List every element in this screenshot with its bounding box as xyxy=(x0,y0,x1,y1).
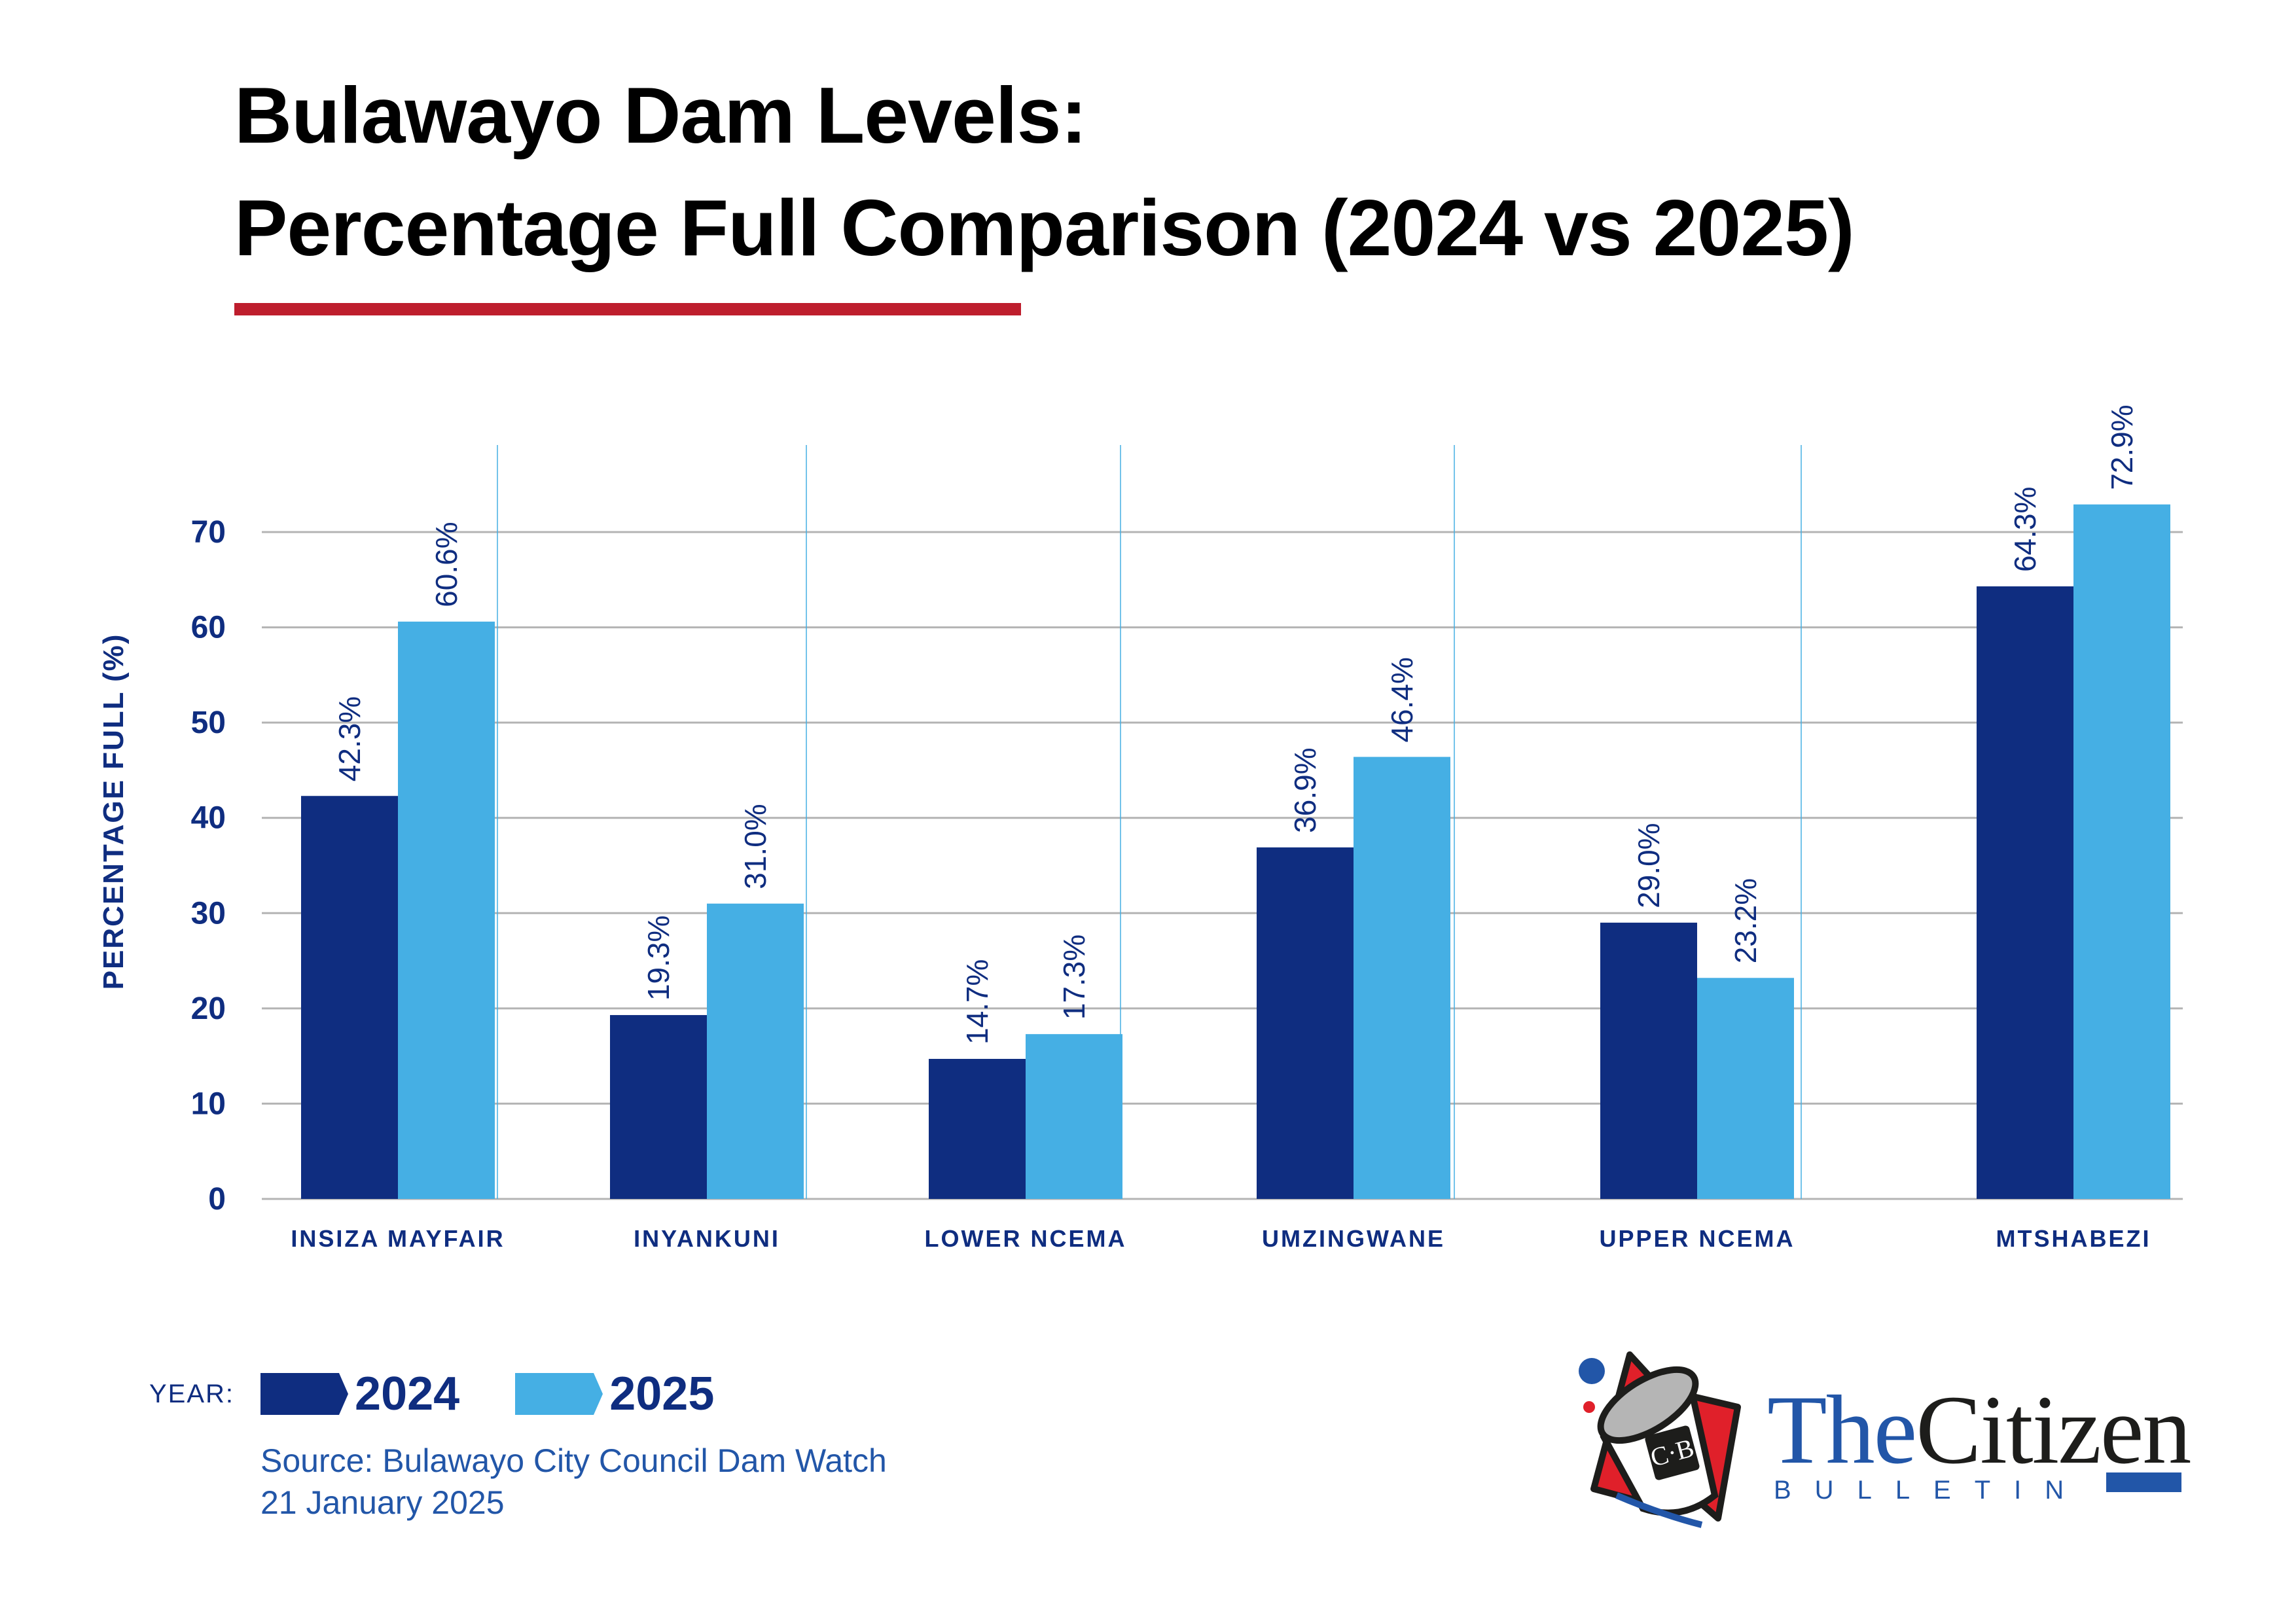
y-axis-label: PERCENTAGE FULL (%) xyxy=(98,633,130,990)
bar-value-label: 17.3% xyxy=(1057,935,1091,1020)
bar-chart: 0 10 20 30 40 50 60 70 PERCENTAGE FULL (%) 42.3… xyxy=(98,404,2183,1252)
bar-value-label: 42.3% xyxy=(332,696,367,781)
bar-2024-insiza-mayfair xyxy=(301,796,398,1199)
y-tick-label: 40 xyxy=(191,801,226,836)
bar-2025-insiza-mayfair xyxy=(398,621,495,1199)
legend-prefix: YEAR: xyxy=(149,1379,235,1408)
legend-swatch-2025 xyxy=(515,1373,603,1415)
bar-value-label: 36.9% xyxy=(1288,747,1322,832)
title-underline xyxy=(234,303,1021,315)
x-tick-label: INYANKUNI xyxy=(634,1225,780,1252)
legend: YEAR: 2024 2025 xyxy=(149,1364,770,1423)
y-tick-label: 0 xyxy=(208,1182,226,1217)
source-date: 21 January 2025 xyxy=(260,1484,505,1521)
bars xyxy=(301,504,2170,1199)
y-tick-label: 10 xyxy=(191,1086,226,1121)
bar-2025-upper-ncema xyxy=(1697,978,1794,1199)
bar-2025-lower-ncema xyxy=(1026,1034,1122,1199)
chart-title-line2: Percentage Full Comparison (2024 vs 2025… xyxy=(234,183,1855,272)
bar-value-label: 29.0% xyxy=(1632,823,1666,908)
source-text: Source: Bulawayo City Council Dam Watch xyxy=(260,1442,887,1479)
y-tick-label: 30 xyxy=(191,896,226,931)
logo-subtitle: BULLETIN xyxy=(1774,1476,2088,1505)
bar-2024-mtshabezi xyxy=(1977,586,2073,1199)
x-axis-categories: INSIZA MAYFAIR INYANKUNI LOWER NCEMA UMZING… xyxy=(291,1225,2151,1252)
source-note: Source: Bulawayo City Council Dam Watch … xyxy=(260,1440,887,1524)
y-tick-label: 50 xyxy=(191,705,226,740)
bar-2024-inyankuni xyxy=(610,1015,707,1199)
legend-item-2025: 2025 xyxy=(515,1367,714,1421)
x-tick-label: INSIZA MAYFAIR xyxy=(291,1225,505,1252)
x-tick-label: UMZINGWANE xyxy=(1262,1225,1445,1252)
bar-value-label: 46.4% xyxy=(1385,657,1419,742)
group-separators xyxy=(497,445,1802,1199)
bar-value-label: 72.9% xyxy=(2105,404,2139,490)
gridlines xyxy=(262,531,2183,1200)
bar-value-label: 19.3% xyxy=(641,916,675,1001)
y-axis-ticks: 0 10 20 30 40 50 60 70 xyxy=(191,515,226,1217)
bar-2025-inyankuni xyxy=(707,903,804,1199)
chart-title-line1: Bulawayo Dam Levels: xyxy=(234,71,1087,160)
x-tick-label: LOWER NCEMA xyxy=(925,1225,1127,1252)
logo-accent-bar xyxy=(2106,1472,2181,1492)
bar-value-labels: 42.3% 19.3% 14.7% 36.9% 29.0% 64.3% 60.6% 31.0%… xyxy=(332,404,2139,1044)
x-tick-label: UPPER NCEMA xyxy=(1599,1225,1795,1252)
logo-wordmark: TheCitizen xyxy=(1767,1381,2191,1479)
bar-value-label: 60.6% xyxy=(429,522,463,607)
bar-2024-umzingwane xyxy=(1257,847,1354,1199)
bar-value-label: 31.0% xyxy=(738,804,772,889)
bar-2025-mtshabezi xyxy=(2073,504,2170,1199)
legend-label-2024: 2024 xyxy=(355,1368,460,1420)
y-tick-label: 60 xyxy=(191,611,226,645)
bar-value-label: 23.2% xyxy=(1729,878,1763,963)
bar-value-label: 64.3% xyxy=(2008,487,2042,572)
bar-2025-umzingwane xyxy=(1354,757,1450,1199)
x-tick-label: MTSHABEZI xyxy=(1996,1225,2151,1252)
legend-item-2024: 2024 xyxy=(260,1367,459,1421)
y-tick-label: 20 xyxy=(191,991,226,1026)
legend-label-2025: 2025 xyxy=(609,1368,715,1420)
logo-the: The xyxy=(1767,1376,1917,1484)
bar-value-label: 14.7% xyxy=(960,959,994,1044)
legend-swatch-2024 xyxy=(260,1373,349,1415)
logo-citizen: Citizen xyxy=(1916,1376,2191,1484)
bar-2024-upper-ncema xyxy=(1600,922,1697,1199)
y-tick-label: 70 xyxy=(191,515,226,550)
bar-2024-lower-ncema xyxy=(929,1059,1026,1199)
chart-title: Bulawayo Dam Levels: Percentage Full Com… xyxy=(234,59,1855,284)
citizen-bulletin-logo-icon: C·B xyxy=(1579,1351,1741,1528)
